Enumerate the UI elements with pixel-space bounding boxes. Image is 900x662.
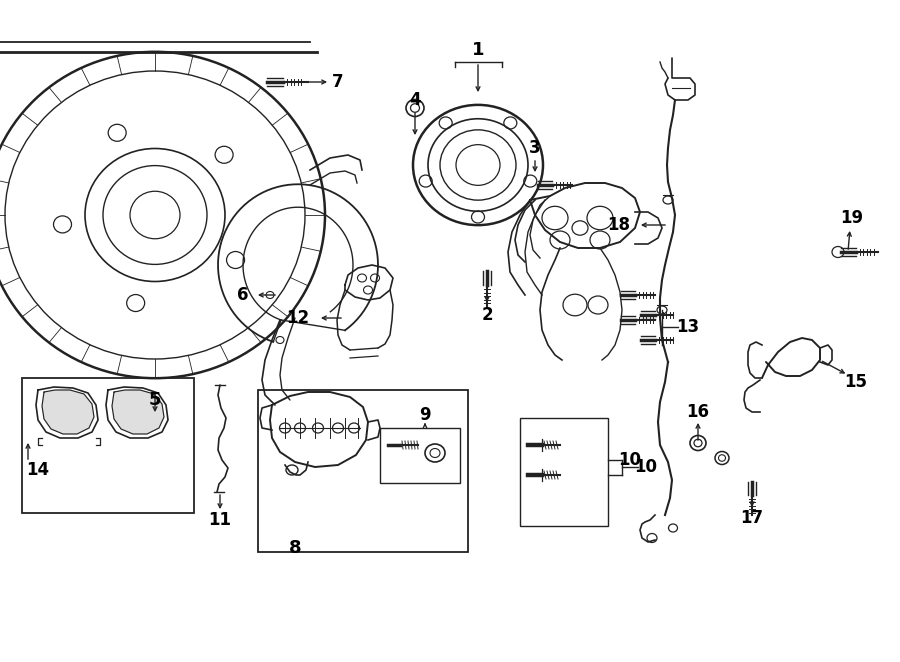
Text: 9: 9 [419, 406, 431, 424]
Polygon shape [42, 390, 94, 434]
Bar [380, 428, 460, 483]
Text: 2: 2 [482, 306, 493, 324]
Bar [22, 378, 194, 513]
Text: 8: 8 [289, 539, 302, 557]
Text: 10: 10 [618, 451, 642, 469]
Bar [258, 390, 468, 552]
Polygon shape [112, 390, 164, 434]
Text: 10: 10 [634, 458, 658, 476]
Text: 19: 19 [841, 209, 864, 227]
Text: 7: 7 [332, 73, 344, 91]
Text: 1: 1 [472, 41, 484, 59]
Text: 5: 5 [148, 391, 161, 409]
Text: 15: 15 [844, 373, 868, 391]
Text: 16: 16 [687, 403, 709, 421]
Text: 3: 3 [529, 139, 541, 157]
Text: 12: 12 [286, 309, 309, 327]
Bar [520, 418, 608, 526]
Text: 13: 13 [677, 318, 699, 336]
Text: 17: 17 [741, 509, 763, 527]
Text: 4: 4 [410, 91, 421, 109]
Text: 11: 11 [209, 511, 231, 529]
Text: 6: 6 [237, 286, 248, 304]
Text: 14: 14 [26, 461, 50, 479]
Text: 18: 18 [607, 216, 630, 234]
